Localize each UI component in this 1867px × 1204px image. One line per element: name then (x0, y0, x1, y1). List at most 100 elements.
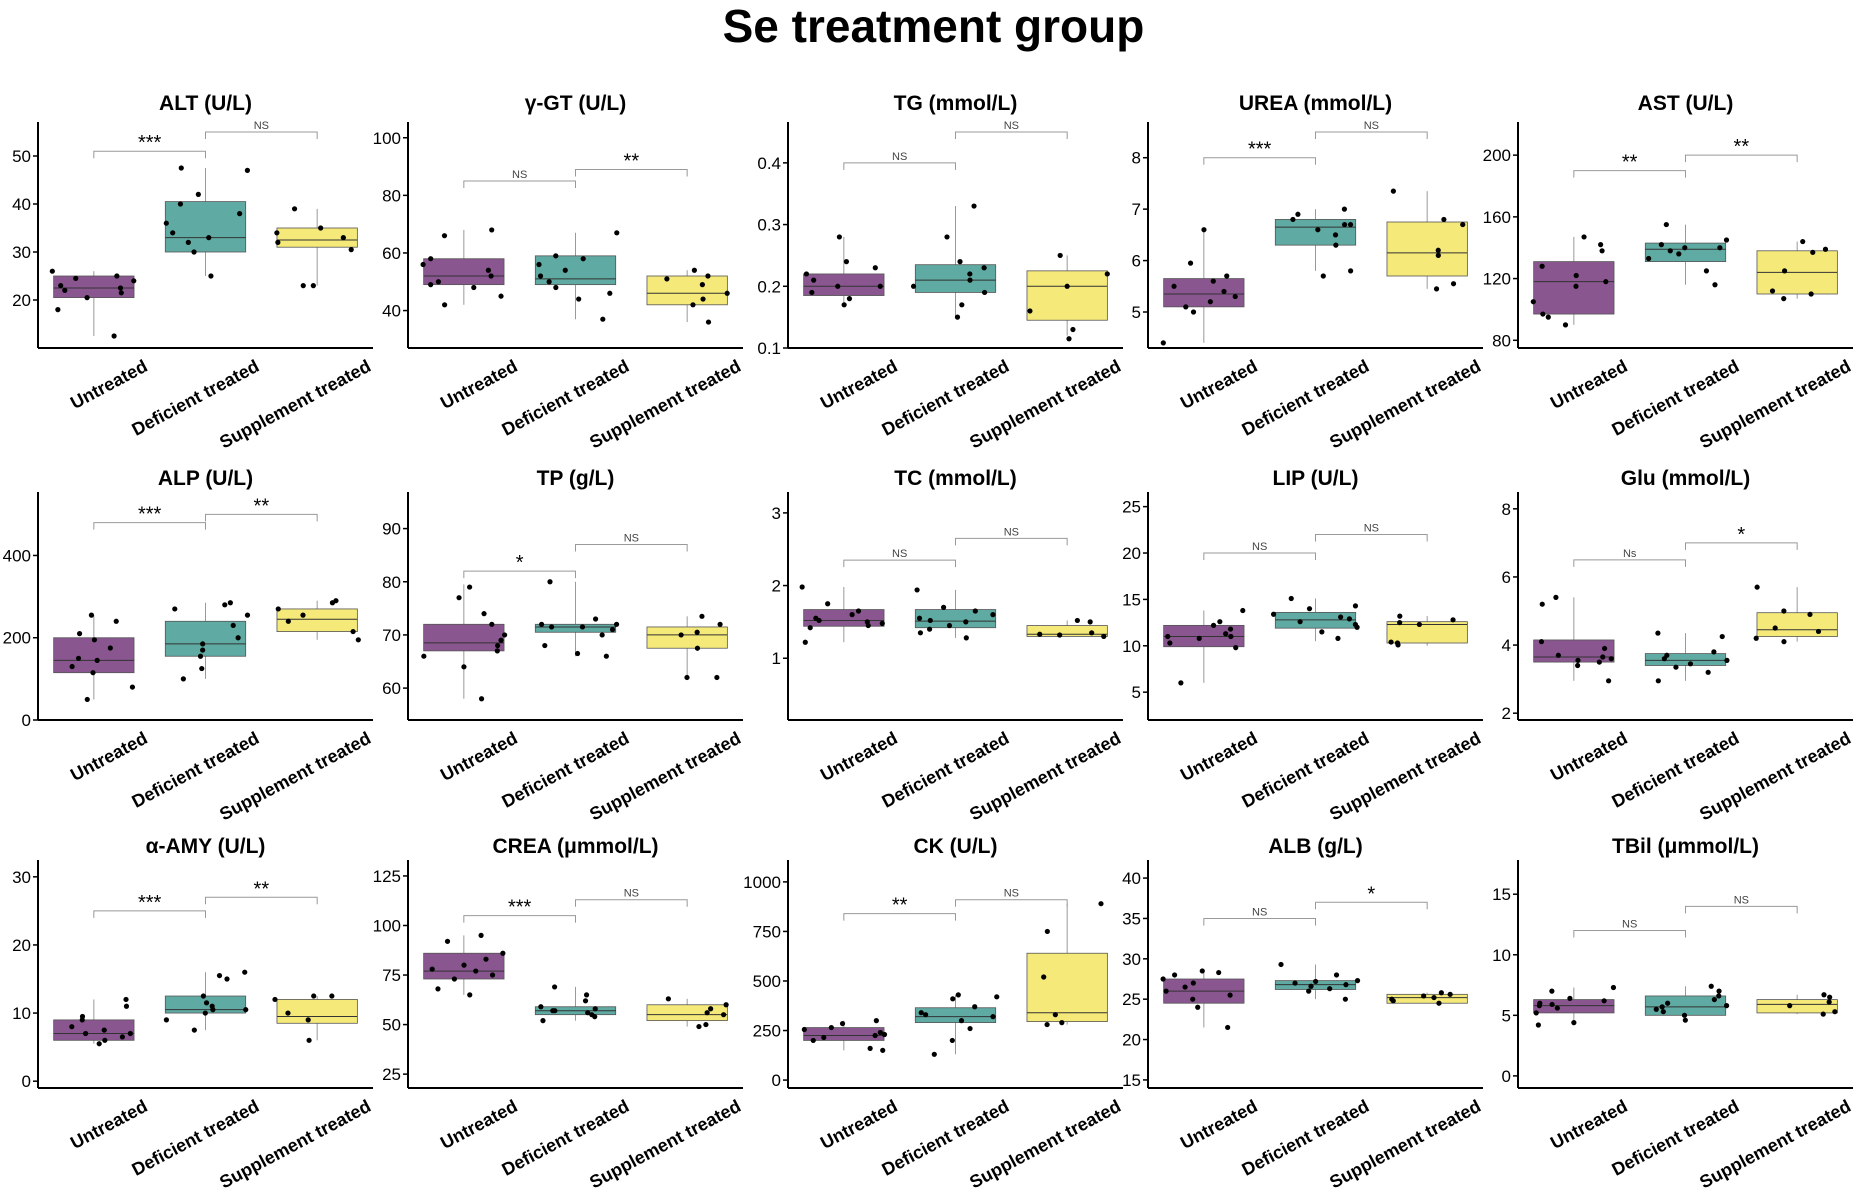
data-point (428, 282, 434, 288)
data-point (1665, 1000, 1671, 1006)
data-point (1037, 631, 1043, 637)
data-point (1659, 1004, 1665, 1010)
chart-panel: CK (U/L)02505007501000**NSUntreatedDefic… (743, 835, 1124, 1192)
data-point (576, 296, 582, 302)
data-point (1549, 1001, 1555, 1008)
data-point (1089, 630, 1095, 636)
data-point (1450, 281, 1457, 287)
data-point (981, 265, 987, 271)
box-untreated (423, 258, 505, 286)
data-point (944, 234, 950, 240)
data-point (1653, 1006, 1659, 1012)
data-point (1201, 227, 1207, 233)
significance-label: *** (138, 132, 162, 154)
significance-label: * (1367, 883, 1375, 905)
y-tick-label: 3 (772, 504, 781, 523)
data-point (180, 676, 186, 682)
data-point (1724, 657, 1730, 663)
data-point (1027, 308, 1033, 314)
data-point (1716, 988, 1722, 994)
data-point (1190, 996, 1196, 1002)
data-point (1815, 628, 1822, 635)
significance-label: *** (138, 892, 162, 914)
data-point (442, 302, 448, 308)
data-point (489, 621, 495, 627)
significance-label: NS (1734, 894, 1749, 906)
significance-bracket (205, 131, 318, 139)
data-point (203, 1000, 210, 1006)
box-deficient (914, 609, 997, 629)
significance-label: ** (254, 878, 270, 900)
box-untreated (803, 273, 885, 296)
chart-panel: TBil (μmmol/L)051015NSNSUntreatedDeficie… (1492, 835, 1854, 1192)
data-point (807, 625, 813, 631)
significance-bracket (955, 537, 1068, 546)
data-point (813, 615, 819, 621)
data-point (111, 333, 117, 339)
y-tick-label: 0 (22, 1072, 31, 1091)
data-point (1278, 961, 1284, 968)
data-point (926, 626, 933, 632)
data-point (1416, 621, 1422, 628)
box-deficient (164, 201, 247, 253)
significance-label: NS (1252, 541, 1267, 553)
data-point (1608, 656, 1614, 662)
y-tick-label: 10 (12, 1004, 31, 1023)
significance-bracket (1203, 552, 1316, 561)
y-tick-label: 30 (12, 868, 31, 887)
data-point (967, 277, 973, 283)
data-point (1227, 626, 1234, 632)
x-tick-label: Untreated (437, 1096, 521, 1153)
data-point (1705, 669, 1711, 675)
data-point (1389, 996, 1395, 1002)
data-point (1292, 980, 1298, 986)
data-point (592, 1006, 598, 1012)
data-point (163, 220, 169, 226)
data-point (1664, 652, 1670, 658)
data-point (1667, 248, 1673, 254)
significance-label: NS (892, 548, 907, 560)
significance-bracket (1573, 559, 1686, 567)
data-point (1571, 1020, 1577, 1026)
x-tick-label: Untreated (817, 1096, 901, 1153)
data-point (537, 273, 544, 279)
box-untreated (803, 609, 885, 627)
y-tick-label: 5 (1502, 1006, 1511, 1025)
data-point (1716, 993, 1722, 999)
y-tick-label: 50 (12, 147, 31, 166)
data-point (538, 1004, 544, 1010)
data-point (810, 1037, 816, 1044)
y-tick-label: 40 (382, 302, 401, 321)
data-point (1041, 974, 1047, 980)
data-point (1435, 252, 1441, 259)
significance-label: ** (624, 150, 640, 172)
data-point (75, 655, 82, 661)
data-point (708, 1006, 714, 1012)
significance-label: ** (1622, 152, 1638, 174)
data-point (1554, 1005, 1560, 1011)
data-point (1224, 273, 1230, 279)
y-tick-label: 0.3 (757, 216, 781, 235)
significance-label: NS (892, 151, 907, 163)
significance-label: *** (1248, 139, 1272, 161)
data-point (910, 283, 917, 289)
y-tick-label: 0.1 (757, 339, 781, 358)
data-point (127, 1030, 133, 1037)
data-point (1308, 983, 1314, 989)
chart-title: ALB (g/L) (1268, 835, 1362, 858)
data-point (1433, 286, 1440, 292)
box-untreated (1533, 261, 1615, 315)
data-point (1711, 996, 1717, 1003)
data-point (101, 1027, 107, 1033)
data-point (208, 273, 214, 279)
data-point (1233, 645, 1239, 651)
data-point (1810, 249, 1816, 255)
data-point (1101, 633, 1107, 640)
data-point (821, 1034, 827, 1041)
data-point (1335, 635, 1341, 641)
data-point (1800, 238, 1806, 245)
data-point (723, 1002, 729, 1008)
data-point (88, 612, 95, 618)
data-point (1435, 247, 1441, 253)
